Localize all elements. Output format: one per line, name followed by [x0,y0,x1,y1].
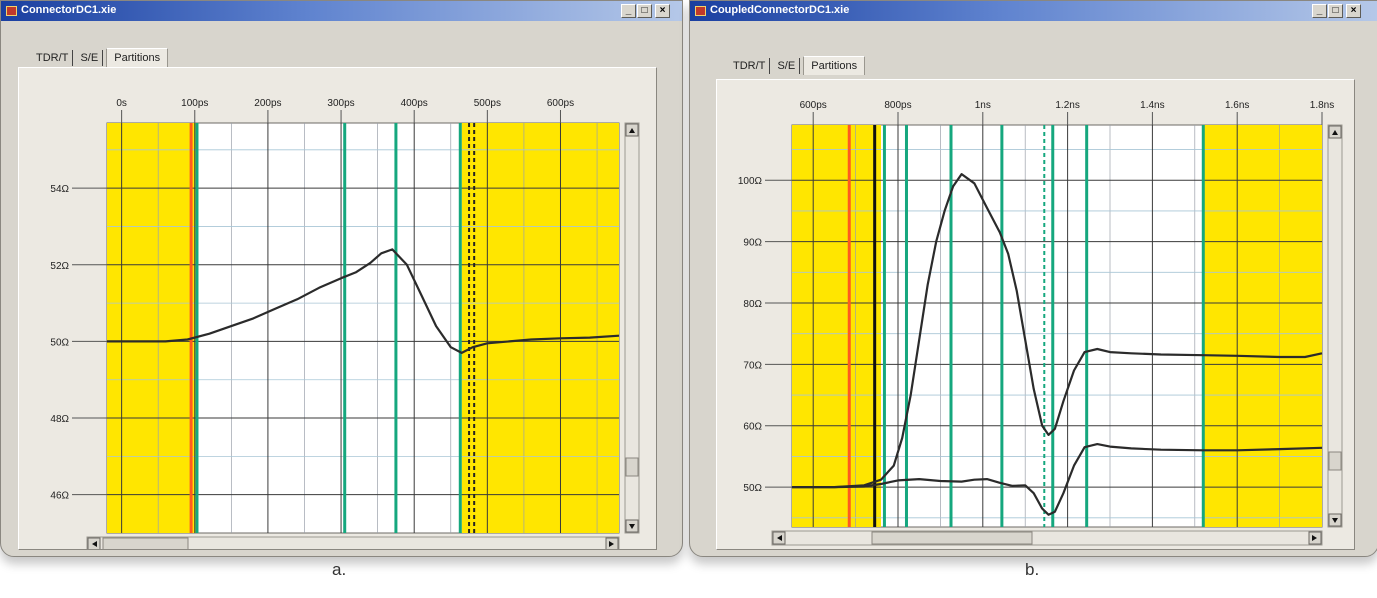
window-title: ConnectorDC1.xie [21,4,117,16]
partition-region [107,123,199,533]
maximize-button[interactable]: □ [637,4,652,18]
maximize-button[interactable]: □ [1328,4,1343,18]
x-tick-label: 1.4ns [1140,100,1164,111]
x-tick-label: 100ps [181,98,208,109]
minimize-button[interactable]: _ [621,4,636,18]
arrow-up-icon [629,128,635,133]
close-icon: × [659,5,666,16]
app-icon [6,6,17,16]
y-tick-label: 50Ω [743,483,762,494]
x-tick-label: 600ps [547,98,574,109]
minimize-button[interactable]: _ [1312,4,1327,18]
arrow-down-icon [629,524,635,529]
tab-partitions[interactable]: Partitions [803,56,866,75]
y-tick-label: 46Ω [50,491,69,502]
horizontal-scroll-thumb[interactable] [871,531,1033,545]
partition-region [792,125,882,527]
arrow-up-icon [1332,130,1338,135]
window-title: CoupledConnectorDC1.xie [710,4,850,16]
minimize-icon: _ [1316,5,1323,16]
x-tick-label: 800ps [884,100,911,111]
x-tick-label: 0s [116,98,127,109]
tab-se[interactable]: S/E [76,50,104,66]
vertical-scrollbar[interactable] [1327,124,1343,528]
x-tick-label: 500ps [474,98,501,109]
close-button[interactable]: × [1346,4,1361,18]
impedance-series [107,248,620,354]
partition-region [1203,125,1322,527]
x-tick-label: 1.6ns [1225,100,1249,111]
x-tick-label: 600ps [800,100,827,111]
tab-tdr[interactable]: TDR/T [729,58,771,74]
arrow-right-icon [609,541,614,547]
maximize-icon: □ [1332,5,1339,16]
y-tick-label: 48Ω [50,414,69,425]
minimize-icon: _ [625,5,632,16]
vertical-scrollbar[interactable] [624,122,640,534]
partition-region [461,123,619,533]
partitions-pane: 0s 100ps 200ps 300ps 400ps 500ps 600ps 54Ω 52Ω 50… [18,67,657,550]
arrow-down-icon [1332,518,1338,523]
y-tick-label: 90Ω [743,238,762,249]
close-icon: × [1350,5,1357,16]
x-tick-label: 200ps [254,98,281,109]
arrow-left-icon [777,535,782,541]
y-tick-label: 50Ω [50,337,69,348]
horizontal-scroll-thumb[interactable] [102,537,189,549]
partitions-pane: 600ps 800ps 1ns 1.2ns 1.4ns 1.6ns 1.8ns 100Ω 90Ω… [716,79,1355,550]
x-tick-label: 400ps [401,98,428,109]
close-button[interactable]: × [655,4,670,18]
maximize-icon: □ [641,5,648,16]
y-tick-label: 70Ω [743,360,762,371]
arrow-left-icon [92,541,97,547]
connector-window: ConnectorDC1.xie _ □ × TDR/T S/E Partiti… [0,0,683,557]
vertical-scroll-thumb[interactable] [1328,451,1342,471]
horizontal-scrollbar[interactable] [86,536,620,549]
x-tick-label: 300ps [327,98,354,109]
x-tick-label: 1.2ns [1055,100,1079,111]
title-bar[interactable]: ConnectorDC1.xie _ □ × [1,1,682,21]
x-tick-label: 1.8ns [1310,100,1334,111]
y-tick-label: 100Ω [738,176,763,187]
y-tick-label: 80Ω [743,299,762,310]
tab-bar: TDR/T S/E Partitions [32,48,169,67]
vertical-scroll-thumb[interactable] [625,457,639,477]
title-bar[interactable]: CoupledConnectorDC1.xie _ □ × [690,1,1377,21]
figure-caption-b: b. [1025,560,1040,579]
tab-se[interactable]: S/E [773,58,801,74]
figure-caption-a: a. [332,560,347,579]
coupled-impedance-chart[interactable]: 600ps 800ps 1ns 1.2ns 1.4ns 1.6ns 1.8ns 100Ω 90Ω… [717,80,1354,549]
y-tick-label: 52Ω [50,261,69,272]
tab-partitions[interactable]: Partitions [106,48,169,67]
y-tick-label: 54Ω [50,184,69,195]
coupled-connector-window: CoupledConnectorDC1.xie _ □ × TDR/T S/E … [689,0,1377,557]
tab-tdr[interactable]: TDR/T [32,50,74,66]
impedance-series [792,443,1323,516]
horizontal-scrollbar[interactable] [771,530,1323,546]
impedance-chart[interactable]: 0s 100ps 200ps 300ps 400ps 500ps 600ps 54Ω 52Ω 50… [19,68,656,549]
arrow-right-icon [1312,535,1317,541]
app-icon [695,6,706,16]
x-tick-label: 1ns [975,100,991,111]
y-tick-label: 60Ω [743,422,762,433]
tab-bar: TDR/T S/E Partitions [729,56,866,75]
impedance-series [792,172,1323,489]
